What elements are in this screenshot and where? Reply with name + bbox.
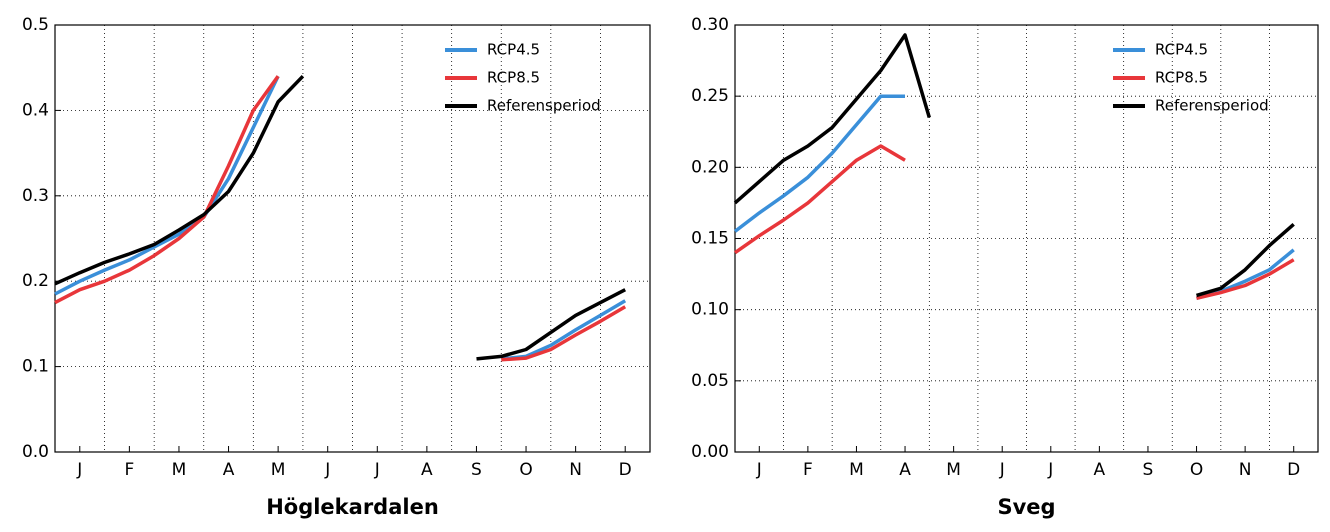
- x-tick-label: A: [223, 460, 235, 480]
- x-tick-label: A: [1094, 460, 1106, 480]
- chart-title: Sveg: [997, 495, 1055, 519]
- x-tick-label: A: [899, 460, 911, 480]
- y-tick-label: 0.5: [22, 15, 49, 35]
- x-tick-label: J: [324, 460, 330, 480]
- x-tick-label: O: [519, 460, 532, 480]
- y-tick-label: 0.10: [691, 300, 729, 320]
- series-line: [733, 94, 1295, 300]
- y-tick-label: 0.25: [691, 86, 729, 106]
- series-line: [54, 74, 627, 361]
- x-tick-label: J: [76, 460, 82, 480]
- y-tick-label: 0.1: [22, 357, 49, 377]
- y-tick-label: 0.4: [22, 100, 49, 120]
- x-tick-label: M: [946, 460, 961, 480]
- y-tick-label: 0.20: [691, 157, 729, 177]
- chart-title: Höglekardalen: [266, 495, 439, 519]
- x-tick-label: J: [756, 460, 762, 480]
- plot-frame: [734, 24, 1319, 453]
- x-tick-label: S: [471, 460, 482, 480]
- x-tick-label: A: [421, 460, 433, 480]
- x-tick-label: M: [172, 460, 187, 480]
- legend-label: RCP4.5: [487, 41, 540, 59]
- x-tick-label: O: [1190, 460, 1203, 480]
- x-tick-label: F: [803, 460, 813, 480]
- x-tick-label: S: [1143, 460, 1154, 480]
- x-tick-label: F: [124, 460, 134, 480]
- x-tick-label: M: [849, 460, 864, 480]
- x-tick-label: J: [999, 460, 1005, 480]
- x-tick-label: J: [1047, 460, 1053, 480]
- y-tick-label: 0.30: [691, 15, 729, 35]
- legend-label: RCP8.5: [1155, 69, 1208, 87]
- x-tick-label: D: [1287, 460, 1300, 480]
- y-tick-label: 0.2: [22, 271, 49, 291]
- y-tick-label: 0.0: [22, 442, 49, 462]
- x-tick-label: D: [619, 460, 632, 480]
- x-tick-label: J: [374, 460, 380, 480]
- legend-label: Referensperiod: [1155, 97, 1269, 115]
- series-line: [733, 33, 1295, 298]
- legend-label: Referensperiod: [487, 97, 601, 115]
- y-tick-label: 0.05: [691, 371, 729, 391]
- y-tick-label: 0.15: [691, 229, 729, 249]
- legend-label: RCP4.5: [1155, 41, 1208, 59]
- series-line: [733, 144, 1295, 301]
- legend-label: RCP8.5: [487, 69, 540, 87]
- plot-frame: [54, 24, 651, 453]
- x-tick-label: N: [569, 460, 582, 480]
- series-line: [54, 75, 627, 361]
- y-tick-label: 0.00: [691, 442, 729, 462]
- x-tick-label: M: [271, 460, 286, 480]
- x-tick-label: N: [1239, 460, 1252, 480]
- series-line: [54, 75, 627, 362]
- y-tick-label: 0.3: [22, 186, 49, 206]
